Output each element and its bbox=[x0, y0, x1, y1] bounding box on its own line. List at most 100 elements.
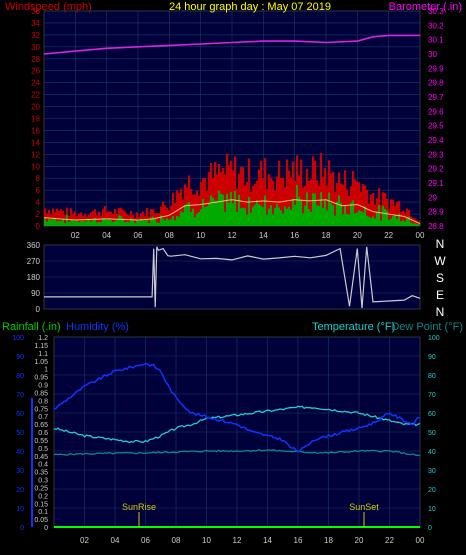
wind-average-bar bbox=[106, 219, 109, 226]
wind-gust-bar bbox=[128, 215, 131, 226]
panel2-grid bbox=[44, 244, 420, 310]
rainfall-tick-label: 0.75 bbox=[34, 406, 48, 413]
wind-average-bar bbox=[332, 205, 335, 226]
wind-average-bar bbox=[228, 202, 231, 226]
wind-average-bar bbox=[156, 222, 159, 226]
wind-gust-bar bbox=[92, 210, 95, 226]
wind-average-bar bbox=[264, 195, 267, 226]
wind-average-bar bbox=[50, 219, 53, 226]
wind-gust-bar bbox=[166, 207, 169, 226]
windspeed-tick-label: 22 bbox=[31, 91, 40, 100]
panel1-x-tick-label: 14 bbox=[259, 231, 268, 240]
wind-average-bar bbox=[312, 193, 315, 226]
wind-average-bar bbox=[320, 192, 323, 226]
wind-average-bar bbox=[288, 206, 291, 226]
wind-gust-bar bbox=[414, 218, 417, 226]
wind-gust-bar bbox=[344, 170, 347, 226]
rainfall-tick-label: 0.25 bbox=[34, 485, 48, 492]
humidity-tick-label: 30 bbox=[16, 468, 24, 475]
wind-average-bar bbox=[158, 222, 161, 226]
wind-gust-bar bbox=[170, 205, 173, 226]
wind-average-bar bbox=[160, 215, 163, 226]
wind-average-bar bbox=[290, 209, 293, 226]
wind-average-bar bbox=[416, 223, 419, 226]
wind-average-bar bbox=[390, 218, 393, 226]
wind-gust-bar bbox=[388, 209, 391, 226]
wind-average-bar bbox=[70, 220, 73, 226]
rainfall-tick-label: 0.55 bbox=[34, 438, 48, 445]
wind-gust-bar bbox=[400, 211, 403, 226]
wind-average-bar bbox=[114, 220, 117, 226]
windspeed-tick-label: 0 bbox=[36, 222, 41, 231]
wind-gust-bar bbox=[188, 175, 191, 226]
wind-average-bar bbox=[410, 222, 413, 226]
wind-gust-bar bbox=[198, 195, 201, 226]
wind-gust-bar bbox=[358, 182, 361, 226]
wind-gust-bar bbox=[180, 188, 183, 226]
wind-average-bar bbox=[116, 219, 119, 226]
wind-gust-bar bbox=[390, 199, 393, 226]
rainfall-tick-label: 0.6 bbox=[38, 430, 48, 437]
temperature-tick-label: 30 bbox=[428, 468, 436, 475]
wind-gust-bar bbox=[240, 167, 243, 226]
wind-average-bar bbox=[268, 208, 271, 226]
wind-gust-bar bbox=[412, 217, 415, 226]
wind-average-bar bbox=[306, 192, 309, 226]
wind-gust-bar bbox=[242, 167, 245, 226]
wind-average-bar bbox=[262, 207, 265, 226]
wind-gust-bar bbox=[46, 213, 49, 226]
direction-tick-label: 270 bbox=[27, 257, 41, 266]
wind-gust-bar bbox=[334, 191, 337, 226]
wind-average-bar bbox=[236, 211, 239, 226]
panel3-x-tick-label: 22 bbox=[385, 536, 394, 545]
wind-gust-bar bbox=[268, 174, 271, 226]
sunrise-label: SunRise bbox=[122, 502, 156, 512]
wind-average-bar bbox=[176, 216, 179, 226]
wind-average-bar bbox=[196, 213, 199, 226]
temperature-tick-label: 10 bbox=[428, 506, 436, 513]
humidity-tick-label: 80 bbox=[16, 373, 24, 380]
wind-average-bar bbox=[364, 206, 367, 226]
wind-gust-bar bbox=[124, 211, 127, 226]
barometer-tick-label: 30 bbox=[428, 50, 437, 59]
wind-gust-bar bbox=[300, 159, 303, 226]
wind-average-bar bbox=[206, 206, 209, 226]
wind-average-bar bbox=[194, 217, 197, 226]
wind-gust-bar bbox=[282, 177, 285, 226]
wind-average-bar bbox=[108, 218, 111, 226]
wind-average-bar bbox=[202, 198, 205, 226]
wind-gust-bar bbox=[322, 177, 325, 226]
wind-gust-bar bbox=[308, 180, 311, 226]
wind-average-bar bbox=[340, 202, 343, 226]
wind-average-bar bbox=[326, 210, 329, 226]
humidity-tick-label: 40 bbox=[16, 449, 24, 456]
windspeed-tick-label: 20 bbox=[31, 103, 40, 112]
wind-average-bar bbox=[168, 220, 171, 226]
panel3-x-tick-label: 14 bbox=[263, 536, 272, 545]
windspeed-tick-label: 6 bbox=[36, 186, 41, 195]
panel3-marks bbox=[31, 363, 421, 528]
wind-gust-bar bbox=[148, 216, 151, 226]
sunset-label: SunSet bbox=[349, 502, 379, 512]
wind-average-bar bbox=[174, 220, 177, 226]
wind-average-bar bbox=[138, 220, 141, 226]
wind-gust-bar bbox=[64, 214, 67, 226]
rainfall-tick-label: 0.35 bbox=[34, 470, 48, 477]
windspeed-tick-label: 2 bbox=[36, 210, 41, 219]
wind-average-bar bbox=[208, 203, 211, 226]
wind-average-bar bbox=[382, 205, 385, 226]
wind-gust-bar bbox=[62, 210, 65, 226]
wind-average-bar bbox=[308, 209, 311, 226]
wind-average-bar bbox=[80, 221, 83, 226]
barometer-line bbox=[43, 34, 420, 55]
wind-average-bar bbox=[224, 211, 227, 226]
barometer-tick-label: 30.1 bbox=[428, 36, 444, 45]
barometer-tick-label: 29.1 bbox=[428, 179, 444, 188]
temperature-tick-label: 50 bbox=[428, 430, 436, 437]
humidity-tick-label: 20 bbox=[16, 487, 24, 494]
wind-average-bar bbox=[358, 210, 361, 226]
wind-gust-bar bbox=[380, 204, 383, 226]
wind-average-bar bbox=[166, 218, 169, 226]
wind-gust-bar bbox=[164, 205, 167, 226]
wind-average-bar bbox=[230, 191, 233, 226]
